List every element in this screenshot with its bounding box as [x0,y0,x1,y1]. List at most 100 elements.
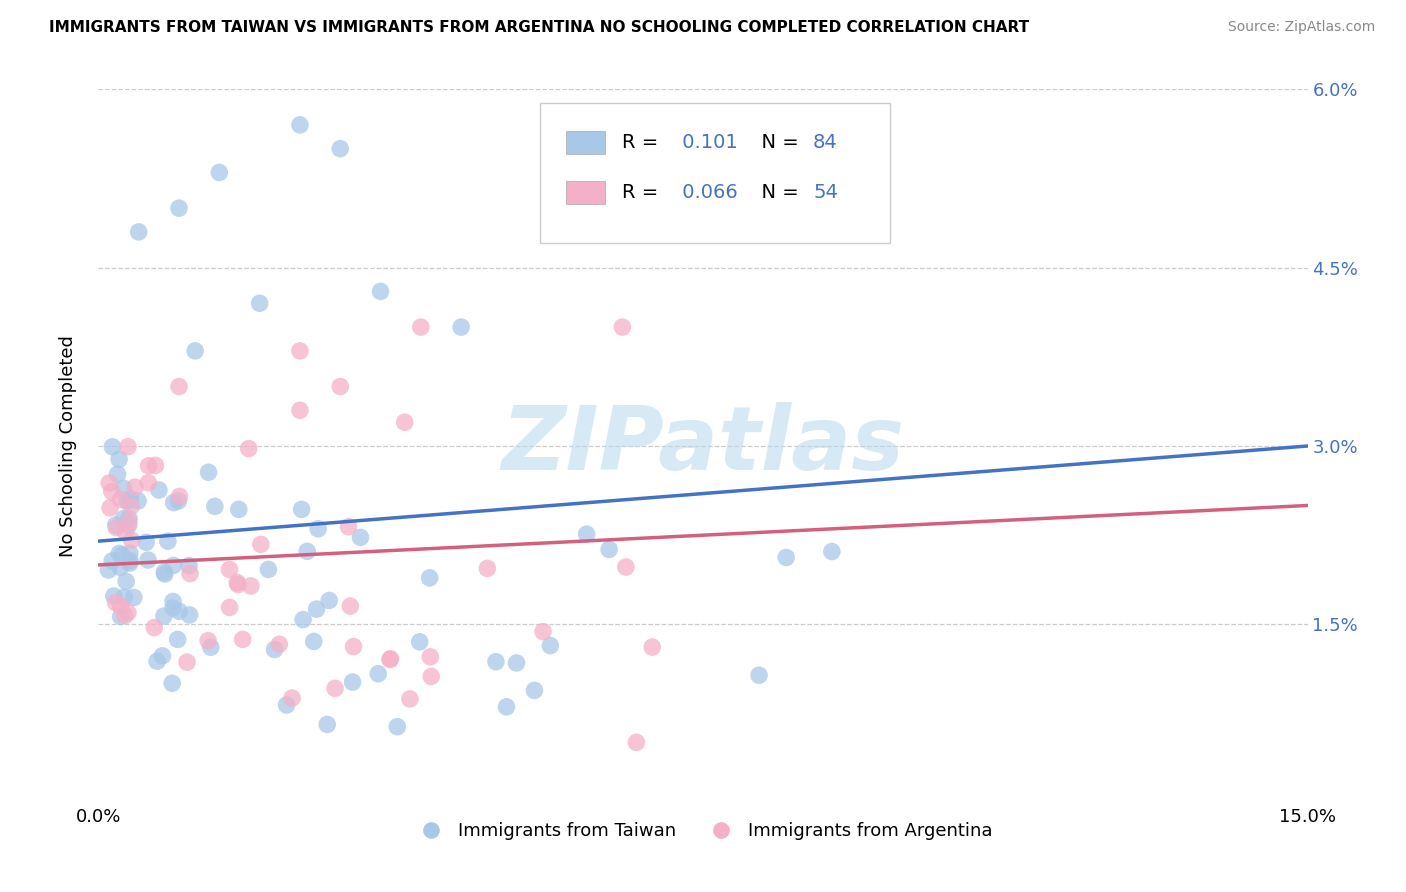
Point [167,201,190,215]
Point [167,494,190,508]
Legend: Immigrants from Taiwan, Immigrants from Argentina: Immigrants from Taiwan, Immigrants from … [406,815,1000,847]
Point [98,500,121,515]
Point [281,691,304,706]
Point [124,480,146,494]
Point [614,560,637,574]
Point [122,591,145,605]
Text: 0.101: 0.101 [676,133,738,153]
Point [118,515,141,529]
Point [101,554,124,568]
Point [115,494,138,508]
Point [249,296,271,310]
Point [197,465,219,479]
Point [775,550,797,565]
Point [349,530,371,544]
Point [152,648,174,663]
Point [821,544,844,558]
Point [370,285,392,299]
Point [162,594,184,608]
Point [339,599,361,613]
Point [239,579,262,593]
Point [167,604,190,618]
Point [176,655,198,669]
Point [179,566,201,581]
Point [342,675,364,690]
Point [204,500,226,514]
Point [145,458,167,473]
Point [238,442,260,456]
Point [114,608,136,623]
Point [218,600,240,615]
Point [226,577,249,591]
Point [288,118,311,132]
Point [419,649,441,664]
Point [250,537,273,551]
Point [136,475,159,490]
Point [105,520,128,534]
Point [153,565,176,579]
Point [118,511,141,525]
Point [153,567,176,582]
Point [117,518,139,533]
Y-axis label: No Schooling Completed: No Schooling Completed [59,335,77,557]
Point [184,343,207,358]
Point [120,491,142,506]
Point [135,535,157,549]
Point [409,635,432,649]
Point [257,562,280,576]
Point [329,379,352,393]
Point [112,481,135,495]
Point [302,634,325,648]
Point [394,415,416,429]
Point [329,142,352,156]
Point [166,632,188,647]
Point [288,403,311,417]
Point [163,496,186,510]
Point [118,493,141,508]
Point [495,699,517,714]
Point [318,593,340,607]
Point [197,633,219,648]
Point [409,320,432,334]
Point [337,519,360,533]
Point [108,546,131,560]
Text: 0.066: 0.066 [676,183,738,202]
Point [110,609,132,624]
Point [127,494,149,508]
Point [114,524,136,539]
Point [232,632,254,647]
Point [115,574,138,589]
Point [101,484,124,499]
Text: N =: N = [749,133,806,153]
Point [269,637,291,651]
Point [399,692,422,706]
Point [218,562,240,576]
Point [323,681,346,696]
Point [110,599,132,613]
Point [110,492,132,507]
Point [531,624,554,639]
Point [138,458,160,473]
Point [420,669,443,683]
Point [598,542,620,557]
Point [307,522,329,536]
Point [101,440,124,454]
Point [162,601,184,615]
Text: R =: R = [621,183,665,202]
Point [107,467,129,482]
Point [378,652,401,666]
Point [117,606,139,620]
Point [450,320,472,334]
Point [104,596,127,610]
Point [748,668,770,682]
Point [477,561,499,575]
Point [226,575,249,590]
Point [387,720,409,734]
Point [485,655,508,669]
Point [118,554,141,568]
Text: ZIPatlas: ZIPatlas [502,402,904,490]
Point [626,735,648,749]
Point [228,502,250,516]
Point [104,518,127,533]
Point [292,613,315,627]
